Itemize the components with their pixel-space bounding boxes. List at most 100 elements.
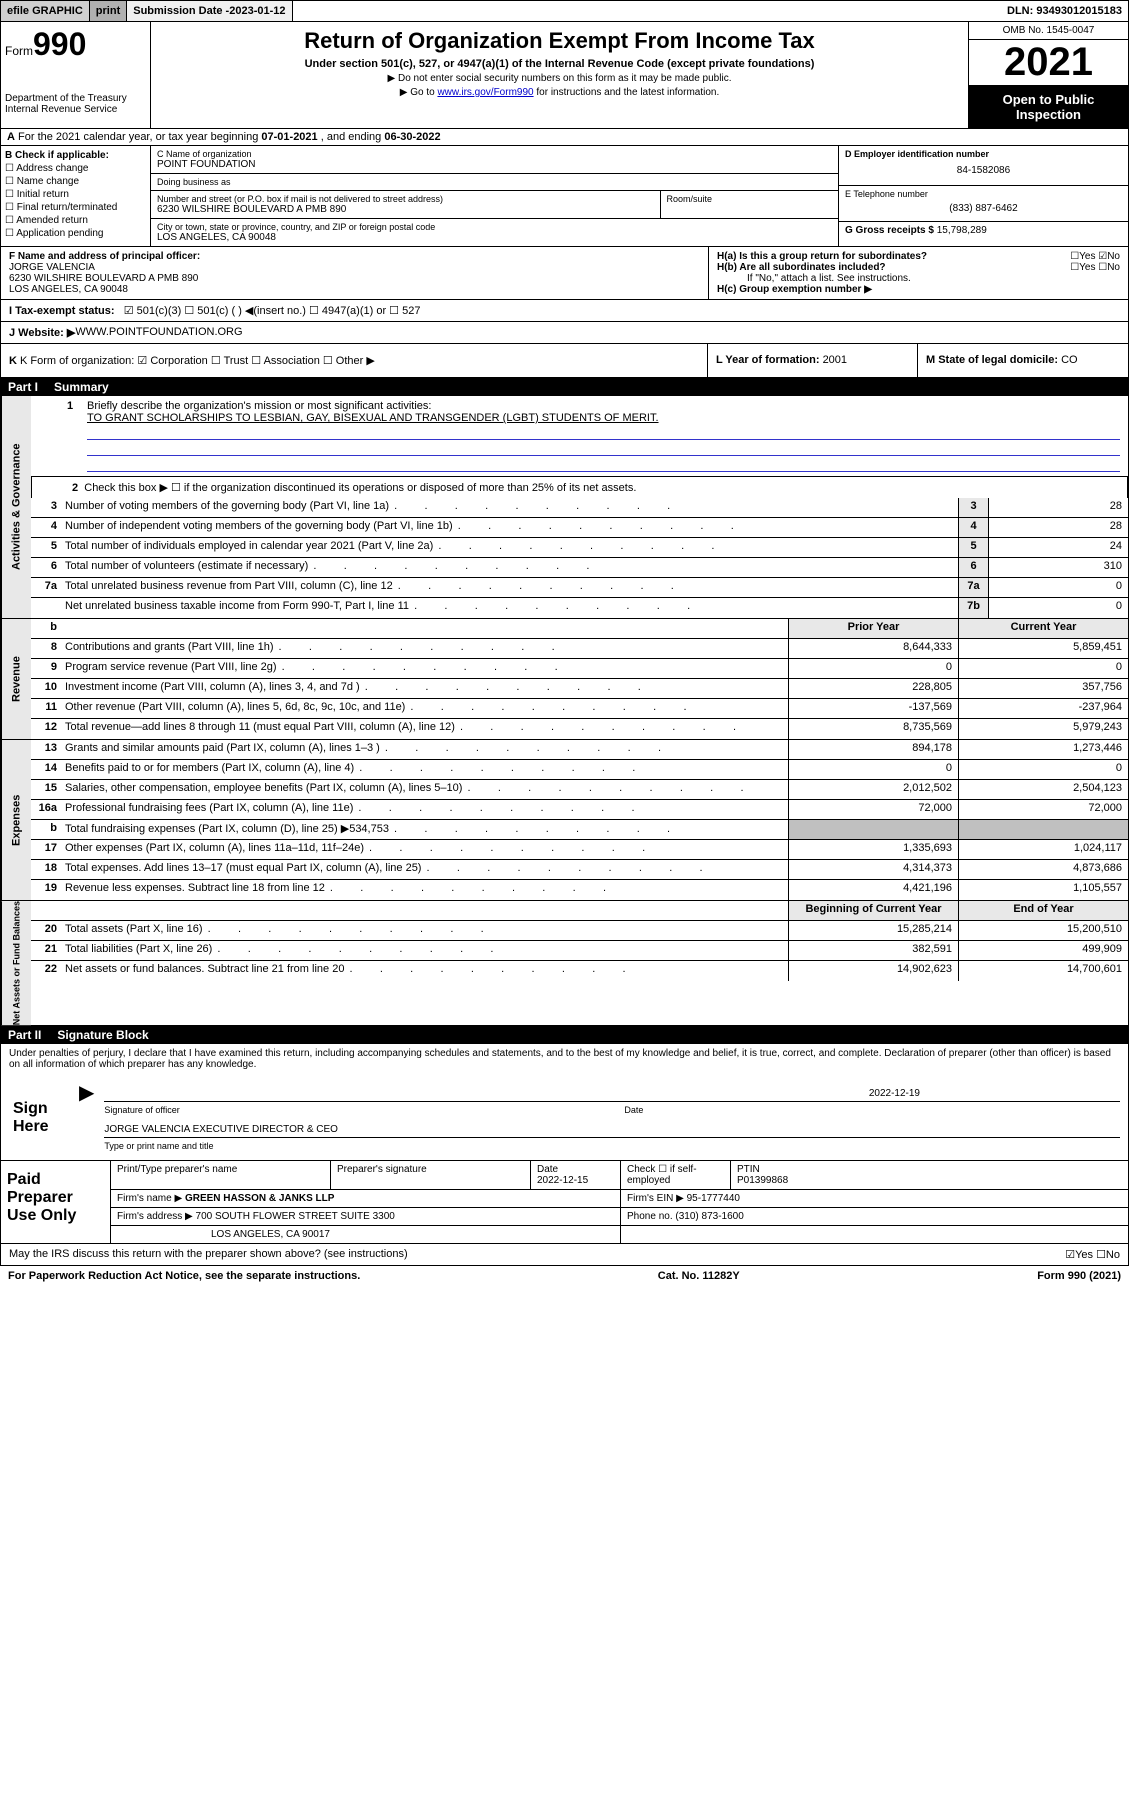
name-line: JORGE VALENCIA EXECUTIVE DIRECTOR & CEO … bbox=[104, 1116, 1120, 1138]
submission-date-label: Submission Date - 2023-01-12 bbox=[127, 1, 292, 21]
hb-note: If "No," attach a list. See instructions… bbox=[717, 273, 1120, 284]
header-right: OMB No. 1545-0047 2021 Open to Public In… bbox=[968, 22, 1128, 128]
efile-label: efile GRAPHIC bbox=[1, 1, 90, 21]
summary-row: 4Number of independent voting members of… bbox=[31, 518, 1128, 538]
ein-value: 84-1582086 bbox=[845, 159, 1122, 182]
penalty-text: Under penalties of perjury, I declare th… bbox=[9, 1048, 1120, 1070]
telephone-value: (833) 887-6462 bbox=[845, 199, 1122, 218]
ha-answer: ☐Yes ☑No bbox=[1070, 251, 1120, 262]
summary-row: 6Total number of volunteers (estimate if… bbox=[31, 558, 1128, 578]
sig-date: 2022-12-19 bbox=[869, 1088, 920, 1099]
hb-answer: ☐Yes ☐No bbox=[1070, 262, 1120, 273]
revenue-header-row: b Prior Year Current Year bbox=[31, 619, 1128, 639]
org-name-label: C Name of organization bbox=[157, 149, 832, 159]
chk-name-change[interactable]: Name change bbox=[5, 176, 146, 187]
form-title: Return of Organization Exempt From Incom… bbox=[157, 28, 962, 54]
telephone-label: E Telephone number bbox=[845, 189, 1122, 199]
irs-label: Internal Revenue Service bbox=[5, 104, 146, 115]
summary-row: 21Total liabilities (Part X, line 26)382… bbox=[31, 941, 1128, 961]
summary-row: 13Grants and similar amounts paid (Part … bbox=[31, 740, 1128, 760]
form-subtitle: Under section 501(c), 527, or 4947(a)(1)… bbox=[157, 58, 962, 70]
summary-row: 16aProfessional fundraising fees (Part I… bbox=[31, 800, 1128, 820]
summary-row: 3Number of voting members of the governi… bbox=[31, 498, 1128, 518]
state-domicile-value: CO bbox=[1061, 354, 1078, 366]
top-bar: efile GRAPHIC print Submission Date - 20… bbox=[0, 0, 1129, 22]
hc-label: H(c) Group exemption number ▶ bbox=[717, 284, 872, 295]
year-formation-value: 2001 bbox=[823, 354, 847, 366]
summary-row: 8Contributions and grants (Part VIII, li… bbox=[31, 639, 1128, 659]
col-b: B Check if applicable: Address change Na… bbox=[1, 146, 151, 246]
state-domicile-label: M State of legal domicile: bbox=[926, 354, 1061, 366]
part-ii-header: Part II Signature Block bbox=[0, 1026, 1129, 1044]
irs-form990-link[interactable]: www.irs.gov/Form990 bbox=[437, 87, 533, 98]
col-c: C Name of organization POINT FOUNDATION … bbox=[151, 146, 838, 246]
summary-revenue: Revenue b Prior Year Current Year 8Contr… bbox=[0, 619, 1129, 740]
chk-address-change[interactable]: Address change bbox=[5, 163, 146, 174]
org-name: POINT FOUNDATION bbox=[157, 159, 832, 170]
summary-row: 20Total assets (Part X, line 16)15,285,2… bbox=[31, 921, 1128, 941]
summary-expenses: Expenses 13Grants and similar amounts pa… bbox=[0, 740, 1129, 901]
officer-name: JORGE VALENCIA bbox=[9, 262, 95, 273]
check-2-row: 2 Check this box ▶ ☐ if the organization… bbox=[31, 477, 1128, 498]
mission-row: 1 Briefly describe the organization's mi… bbox=[31, 396, 1128, 477]
officer-addr2: LOS ANGELES, CA 90048 bbox=[9, 284, 128, 295]
footer-left: For Paperwork Reduction Act Notice, see … bbox=[8, 1270, 360, 1282]
chk-amended-return[interactable]: Amended return bbox=[5, 215, 146, 226]
preparer-row-3: Firm's address ▶ 700 SOUTH FLOWER STREET… bbox=[111, 1208, 1128, 1226]
summary-row: 11Other revenue (Part VIII, column (A), … bbox=[31, 699, 1128, 719]
paid-preparer: Paid Preparer Use Only Print/Type prepar… bbox=[0, 1161, 1129, 1244]
summary-row: 10Investment income (Part VIII, column (… bbox=[31, 679, 1128, 699]
hb-label: H(b) Are all subordinates included? bbox=[717, 262, 886, 273]
summary-row: 9Program service revenue (Part VIII, lin… bbox=[31, 659, 1128, 679]
vside-revenue: Revenue bbox=[1, 619, 31, 739]
header-mid: Return of Organization Exempt From Incom… bbox=[151, 22, 968, 128]
vside-governance: Activities & Governance bbox=[1, 396, 31, 618]
gross-value: 15,798,289 bbox=[937, 225, 987, 236]
section-bcd: B Check if applicable: Address change Na… bbox=[0, 146, 1129, 247]
note-ssn: Do not enter social security numbers on … bbox=[157, 73, 962, 84]
officer-label: F Name and address of principal officer: bbox=[9, 251, 200, 262]
line-j: J Website: ▶ WWW.POINTFOUNDATION.ORG bbox=[0, 322, 1129, 344]
tax-year: 2021 bbox=[969, 40, 1128, 86]
ein-label: D Employer identification number bbox=[845, 149, 989, 159]
summary-row: 15Salaries, other compensation, employee… bbox=[31, 780, 1128, 800]
footer-right: Form 990 (2021) bbox=[1037, 1270, 1121, 1282]
street-label: Number and street (or P.O. box if mail i… bbox=[157, 194, 654, 204]
tax-exempt-options: ☑ 501(c)(3) ☐ 501(c) ( ) ◀(insert no.) ☐… bbox=[124, 305, 421, 317]
summary-row: bTotal fundraising expenses (Part IX, co… bbox=[31, 820, 1128, 840]
dept-label: Department of the Treasury bbox=[5, 93, 146, 104]
room-label: Room/suite bbox=[667, 194, 833, 204]
summary-row: 22Net assets or fund balances. Subtract … bbox=[31, 961, 1128, 981]
signature-line[interactable]: 2022-12-19 Signature of officer Date bbox=[104, 1080, 1120, 1102]
city-value: LOS ANGELES, CA 90048 bbox=[157, 232, 832, 243]
discuss-row: May the IRS discuss this return with the… bbox=[0, 1244, 1129, 1266]
row-a: A For the 2021 calendar year, or tax yea… bbox=[0, 129, 1129, 146]
chk-initial-return[interactable]: Initial return bbox=[5, 189, 146, 200]
form-org-options: K Form of organization: ☑ Corporation ☐ … bbox=[20, 355, 375, 367]
chk-final-return[interactable]: Final return/terminated bbox=[5, 202, 146, 213]
vside-expenses: Expenses bbox=[1, 740, 31, 900]
page-footer: For Paperwork Reduction Act Notice, see … bbox=[0, 1266, 1129, 1286]
preparer-row-1: Print/Type preparer's name Preparer's si… bbox=[111, 1161, 1128, 1190]
mission-label: Briefly describe the organization's miss… bbox=[87, 400, 431, 412]
vside-net-assets: Net Assets or Fund Balances bbox=[1, 901, 31, 1025]
summary-row: 7aTotal unrelated business revenue from … bbox=[31, 578, 1128, 598]
dln-label: DLN: 93493012015183 bbox=[1001, 3, 1128, 19]
summary-row: 18Total expenses. Add lines 13–17 (must … bbox=[31, 860, 1128, 880]
officer-addr1: 6230 WILSHIRE BOULEVARD A PMB 890 bbox=[9, 273, 198, 284]
summary-governance: Activities & Governance 1 Briefly descri… bbox=[0, 396, 1129, 619]
line-k: K K Form of organization: ☑ Corporation … bbox=[0, 344, 1129, 378]
discuss-answer: ☑Yes ☐No bbox=[1065, 1248, 1120, 1261]
preparer-row-2: Firm's name ▶ GREEN HASSON & JANKS LLP F… bbox=[111, 1190, 1128, 1208]
print-button[interactable]: print bbox=[90, 1, 127, 21]
ha-label: H(a) Is this a group return for subordin… bbox=[717, 251, 927, 262]
form-header: Form990 Department of the Treasury Inter… bbox=[0, 22, 1129, 129]
city-label: City or town, state or province, country… bbox=[157, 222, 832, 232]
paid-preparer-label: Paid Preparer Use Only bbox=[1, 1161, 111, 1243]
summary-row: 19Revenue less expenses. Subtract line 1… bbox=[31, 880, 1128, 900]
chk-application-pending[interactable]: Application pending bbox=[5, 228, 146, 239]
dba-label: Doing business as bbox=[157, 177, 832, 187]
footer-mid: Cat. No. 11282Y bbox=[658, 1270, 740, 1282]
summary-row: 17Other expenses (Part IX, column (A), l… bbox=[31, 840, 1128, 860]
mission-text: TO GRANT SCHOLARSHIPS TO LESBIAN, GAY, B… bbox=[87, 412, 659, 424]
